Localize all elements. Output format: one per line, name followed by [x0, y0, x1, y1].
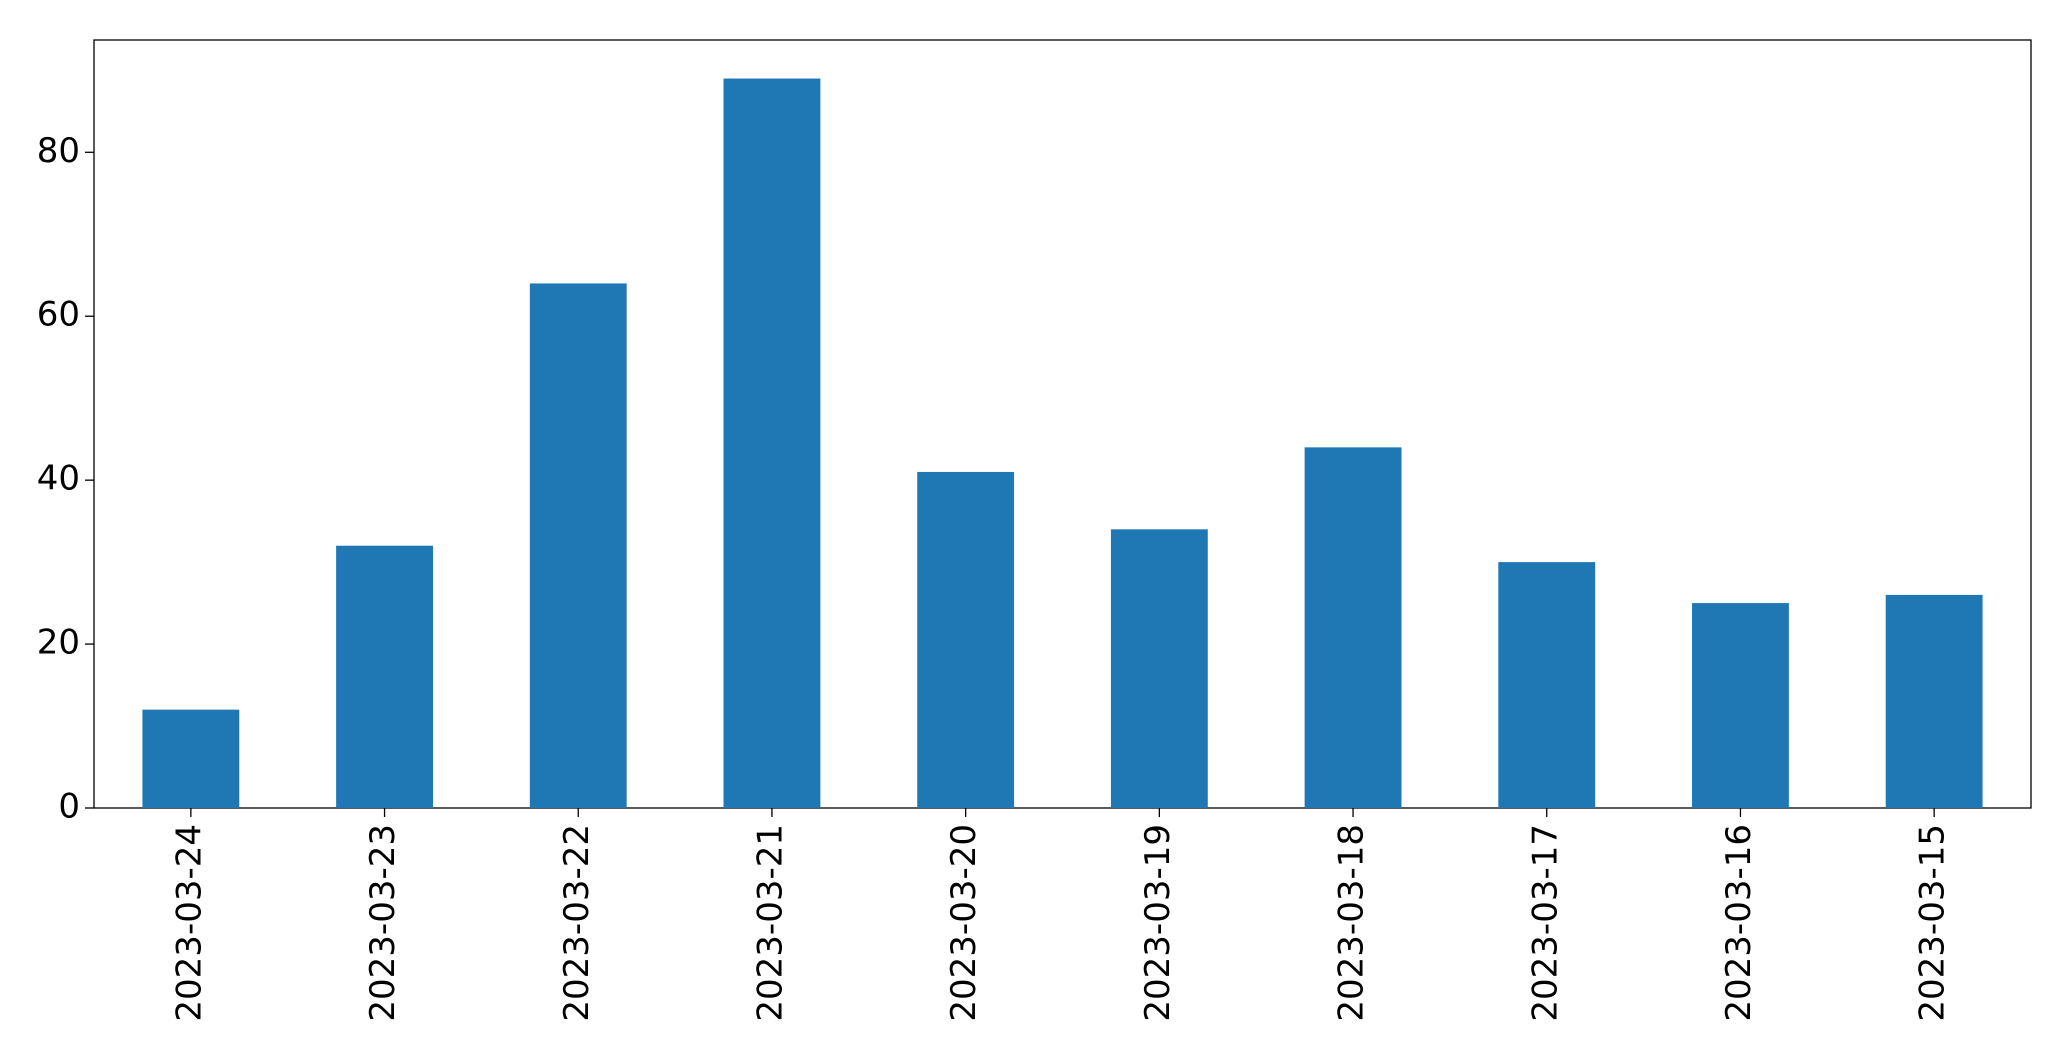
x-tick-label: 2023-03-18 — [1332, 824, 1372, 1022]
y-tick-label: 40 — [37, 459, 80, 499]
bar — [529, 283, 627, 808]
x-tick-label: 2023-03-16 — [1719, 824, 1759, 1022]
plot-frame — [93, 39, 2032, 809]
x-tick-label: 2023-03-22 — [557, 824, 597, 1022]
bar — [1304, 447, 1402, 808]
x-tick-label: 2023-03-17 — [1525, 824, 1565, 1022]
y-tick-label: 0 — [58, 787, 80, 827]
bar — [917, 471, 1015, 808]
bar — [1110, 529, 1208, 808]
bar — [723, 78, 821, 808]
x-tick-label: 2023-03-23 — [363, 824, 403, 1022]
y-tick-label: 80 — [37, 131, 80, 171]
x-tick-label: 2023-03-24 — [169, 824, 209, 1022]
x-tick-label: 2023-03-15 — [1913, 824, 1953, 1022]
bar — [1692, 603, 1789, 808]
x-tick-label: 2023-03-20 — [944, 824, 984, 1022]
y-tick-label: 20 — [37, 623, 80, 663]
bar — [336, 545, 433, 808]
bar — [1498, 562, 1596, 808]
bar — [142, 709, 240, 808]
bar — [1885, 594, 1983, 808]
x-tick-label: 2023-03-19 — [1138, 824, 1178, 1022]
y-tick-label: 60 — [37, 295, 80, 335]
x-tick-label: 2023-03-21 — [750, 824, 790, 1022]
